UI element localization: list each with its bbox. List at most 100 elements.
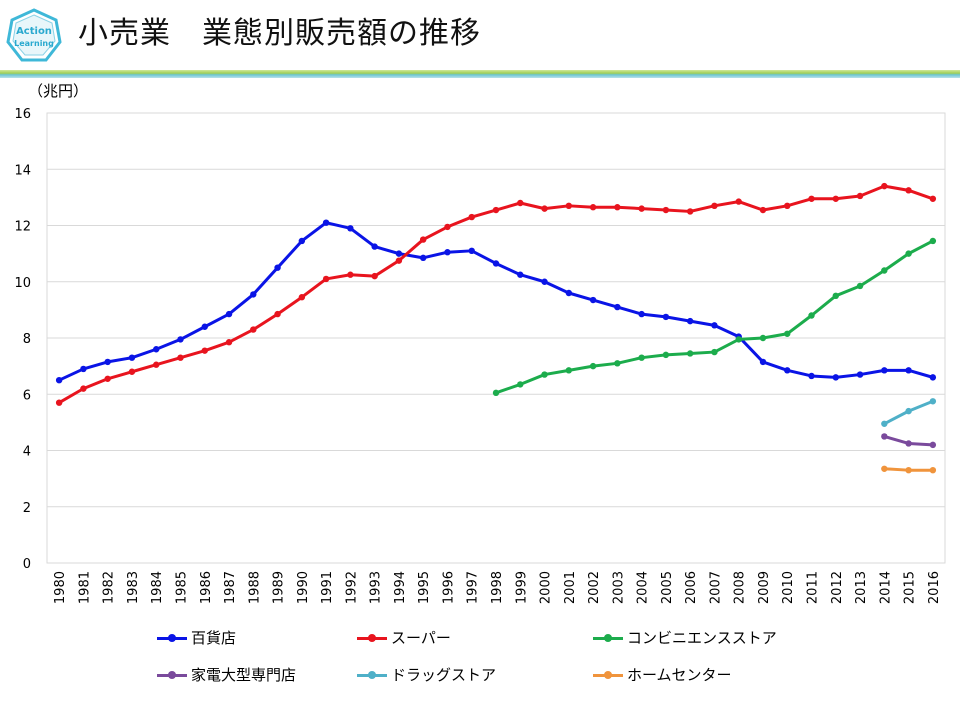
x-tick-label-2009: 2009 xyxy=(757,571,772,604)
data-point-home-center-2016 xyxy=(929,466,937,474)
data-point-supermarket-2013 xyxy=(856,192,864,200)
data-point-supermarket-2012 xyxy=(832,195,839,202)
x-tick-label-2002: 2002 xyxy=(587,571,602,604)
data-point-department-store-2016 xyxy=(929,374,937,381)
data-point-supermarket-2005 xyxy=(662,206,670,214)
data-point-drugstore-2014 xyxy=(881,420,888,427)
data-point-supermarket-2000 xyxy=(541,205,548,212)
x-tick-label-1990: 1990 xyxy=(296,571,311,604)
legend-label-home-center: ホームセンター xyxy=(627,666,732,684)
data-point-department-store-2002 xyxy=(589,296,597,304)
data-point-electronics-store-2014 xyxy=(881,433,888,440)
data-point-department-store-1994 xyxy=(395,250,403,257)
data-point-drugstore-2016 xyxy=(929,398,937,405)
title-divider xyxy=(0,70,960,78)
x-tick-label-2014: 2014 xyxy=(878,571,893,604)
data-point-department-store-1991 xyxy=(322,219,330,226)
data-point-department-store-1992 xyxy=(347,225,354,232)
legend-item-drugstore: ドラッグストア xyxy=(357,664,496,685)
data-point-supermarket-1995 xyxy=(419,236,427,243)
data-point-convenience-store-1999 xyxy=(517,381,524,388)
data-point-supermarket-1985 xyxy=(177,354,184,361)
data-point-convenience-store-2009 xyxy=(759,334,767,342)
data-point-supermarket-1990 xyxy=(298,294,306,301)
x-tick-label-1986: 1986 xyxy=(199,571,214,604)
y-tick-label-14: 14 xyxy=(14,163,31,178)
data-point-department-store-2013 xyxy=(856,371,864,378)
data-point-department-store-1984 xyxy=(153,346,160,353)
data-point-department-store-2015 xyxy=(905,367,912,374)
x-tick-label-2000: 2000 xyxy=(539,571,554,604)
x-tick-label-1993: 1993 xyxy=(369,571,384,604)
action-learning-logo: Action Learning xyxy=(6,8,62,62)
y-tick-label-4: 4 xyxy=(23,445,31,460)
data-point-department-store-2011 xyxy=(808,372,815,380)
data-point-supermarket-2009 xyxy=(759,206,767,214)
legend-label-electronics-store: 家電大型専門店 xyxy=(191,666,297,684)
data-point-supermarket-2015 xyxy=(905,187,912,194)
x-tick-label-1998: 1998 xyxy=(490,571,505,604)
x-tick-label-2003: 2003 xyxy=(611,571,626,604)
x-tick-label-2004: 2004 xyxy=(636,571,651,604)
x-tick-label-1995: 1995 xyxy=(417,571,432,604)
data-point-department-store-1996 xyxy=(444,249,451,256)
y-tick-label-6: 6 xyxy=(23,388,31,403)
data-point-supermarket-2007 xyxy=(711,202,718,210)
x-tick-label-2013: 2013 xyxy=(854,571,869,604)
data-point-supermarket-2004 xyxy=(638,205,645,212)
data-point-supermarket-2016 xyxy=(929,195,937,202)
x-tick-label-1991: 1991 xyxy=(320,571,335,604)
data-point-department-store-1985 xyxy=(177,336,184,343)
data-point-supermarket-1988 xyxy=(250,326,257,333)
data-point-supermarket-1999 xyxy=(517,199,524,207)
data-point-supermarket-1996 xyxy=(444,223,451,231)
data-point-supermarket-1987 xyxy=(225,339,233,346)
data-point-supermarket-1997 xyxy=(468,213,475,221)
data-point-supermarket-2006 xyxy=(686,208,694,215)
data-point-convenience-store-2004 xyxy=(638,354,645,361)
data-point-department-store-2014 xyxy=(881,367,888,374)
x-tick-label-2005: 2005 xyxy=(660,571,675,604)
data-point-convenience-store-2007 xyxy=(711,348,718,356)
legend-item-department-store: 百貨店 xyxy=(157,627,236,648)
data-point-convenience-store-2012 xyxy=(832,292,839,300)
data-point-electronics-store-2016 xyxy=(929,441,937,449)
data-point-convenience-store-2006 xyxy=(686,350,694,357)
x-tick-label-2006: 2006 xyxy=(684,571,699,604)
data-point-supermarket-1992 xyxy=(347,271,354,278)
legend-label-drugstore: ドラッグストア xyxy=(391,666,497,684)
legend-swatch-department-store xyxy=(157,631,187,645)
data-point-department-store-2005 xyxy=(662,313,670,321)
data-point-supermarket-1984 xyxy=(153,361,160,368)
data-point-department-store-1999 xyxy=(517,271,524,278)
data-point-department-store-2000 xyxy=(541,278,548,285)
legend-swatch-home-center xyxy=(593,668,623,682)
data-point-supermarket-2014 xyxy=(881,182,888,190)
data-point-electronics-store-2015 xyxy=(905,440,912,447)
data-point-supermarket-2002 xyxy=(589,204,597,211)
x-tick-label-1992: 1992 xyxy=(344,571,359,604)
data-point-convenience-store-2015 xyxy=(905,250,912,257)
data-point-department-store-2003 xyxy=(614,303,621,311)
x-tick-label-2011: 2011 xyxy=(806,571,821,604)
legend-label-department-store: 百貨店 xyxy=(191,629,237,647)
data-point-department-store-1998 xyxy=(492,260,500,267)
series-line-supermarket xyxy=(58,184,934,404)
data-point-supermarket-1983 xyxy=(128,368,136,375)
data-point-supermarket-1993 xyxy=(371,272,378,280)
data-point-department-store-1983 xyxy=(128,354,136,361)
x-tick-label-1996: 1996 xyxy=(441,571,456,604)
data-point-supermarket-2008 xyxy=(735,198,742,205)
header: Action Learning 小売業 業態別販売額の推移 xyxy=(0,0,960,78)
x-tick-label-2015: 2015 xyxy=(903,571,918,604)
data-point-convenience-store-1998 xyxy=(492,389,500,397)
data-point-department-store-1988 xyxy=(250,291,257,298)
x-tick-label-1981: 1981 xyxy=(77,571,92,604)
data-point-department-store-1989 xyxy=(274,264,281,271)
data-point-department-store-2006 xyxy=(686,317,694,325)
data-point-supermarket-1994 xyxy=(395,257,403,264)
legend-item-home-center: ホームセンター xyxy=(593,664,732,685)
data-point-supermarket-1982 xyxy=(104,375,111,382)
